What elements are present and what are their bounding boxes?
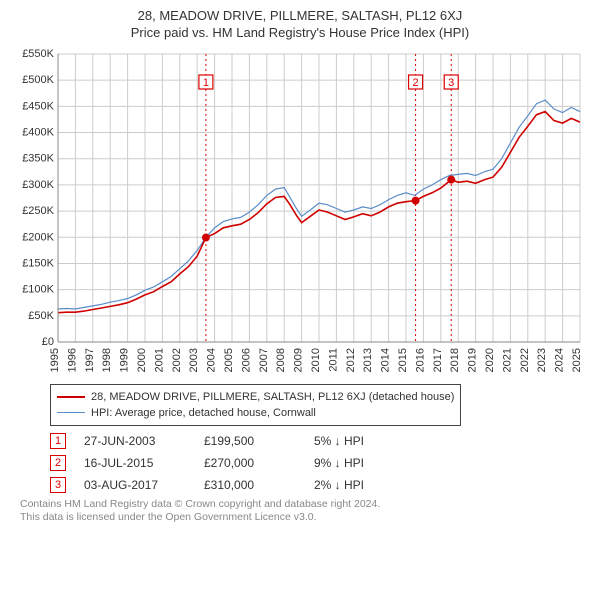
svg-text:2000: 2000 [136, 348, 148, 372]
svg-text:2019: 2019 [467, 348, 479, 372]
svg-text:2008: 2008 [275, 348, 287, 372]
svg-text:2022: 2022 [519, 348, 531, 372]
chart-title: 28, MEADOW DRIVE, PILLMERE, SALTASH, PL1… [10, 8, 590, 25]
transaction-marker: 1 [50, 433, 66, 449]
transactions-table: 1 27-JUN-2003£199,5005% ↓ HPI 2 16-JUL-2015… [50, 430, 590, 496]
legend-label: 28, MEADOW DRIVE, PILLMERE, SALTASH, PL1… [91, 391, 454, 403]
svg-text:£550K: £550K [22, 48, 54, 60]
svg-text:2: 2 [413, 77, 419, 89]
legend-row-hpi: HPI: Average price, detached house, Corn… [57, 405, 454, 421]
svg-text:2017: 2017 [432, 348, 444, 372]
svg-text:1995: 1995 [49, 348, 61, 372]
svg-text:2001: 2001 [153, 348, 165, 372]
svg-text:£150K: £150K [22, 257, 54, 269]
transaction-price: £199,500 [204, 434, 314, 448]
transaction-marker: 2 [50, 455, 66, 471]
legend-swatch [57, 412, 85, 413]
price-chart: £0 £50K £100K £150K £200K £250K £300K £350K £400… [10, 48, 590, 378]
svg-text:2006: 2006 [240, 348, 252, 372]
legend-label: HPI: Average price, detached house, Corn… [91, 407, 316, 419]
svg-text:2016: 2016 [414, 348, 426, 372]
svg-text:£100K: £100K [22, 283, 54, 295]
svg-text:2020: 2020 [484, 348, 496, 372]
footer-attribution: Contains HM Land Registry data © Crown c… [20, 498, 580, 524]
svg-text:2012: 2012 [345, 348, 357, 372]
svg-text:2024: 2024 [554, 348, 566, 372]
footer-line-1: Contains HM Land Registry data © Crown c… [20, 498, 580, 511]
transaction-date: 03-AUG-2017 [84, 478, 204, 492]
transaction-price: £310,000 [204, 478, 314, 492]
svg-text:2025: 2025 [571, 348, 583, 372]
svg-text:2003: 2003 [188, 348, 200, 372]
svg-text:£350K: £350K [22, 153, 54, 165]
svg-text:2010: 2010 [310, 348, 322, 372]
svg-text:2002: 2002 [171, 348, 183, 372]
transaction-diff: 5% ↓ HPI [314, 434, 424, 448]
svg-text:£250K: £250K [22, 205, 54, 217]
svg-text:£500K: £500K [22, 74, 54, 86]
svg-text:2023: 2023 [536, 348, 548, 372]
transaction-row: 3 03-AUG-2017£310,0002% ↓ HPI [50, 474, 590, 496]
transaction-diff: 2% ↓ HPI [314, 478, 424, 492]
footer-line-2: This data is licensed under the Open Gov… [20, 511, 580, 524]
chart-subtitle: Price paid vs. HM Land Registry's House … [10, 25, 590, 42]
svg-text:2009: 2009 [293, 348, 305, 372]
transaction-row: 1 27-JUN-2003£199,5005% ↓ HPI [50, 430, 590, 452]
transaction-diff: 9% ↓ HPI [314, 456, 424, 470]
svg-text:£450K: £450K [22, 100, 54, 112]
svg-text:£0: £0 [42, 336, 54, 348]
svg-text:£300K: £300K [22, 179, 54, 191]
svg-text:2007: 2007 [258, 348, 270, 372]
svg-text:£400K: £400K [22, 126, 54, 138]
svg-text:2004: 2004 [206, 348, 218, 372]
svg-text:2005: 2005 [223, 348, 235, 372]
svg-text:1997: 1997 [84, 348, 96, 372]
svg-text:2014: 2014 [380, 348, 392, 372]
legend: 28, MEADOW DRIVE, PILLMERE, SALTASH, PL1… [50, 384, 461, 426]
svg-text:1996: 1996 [66, 348, 78, 372]
svg-text:3: 3 [448, 77, 454, 89]
svg-text:£50K: £50K [28, 310, 54, 322]
svg-text:2015: 2015 [397, 348, 409, 372]
svg-text:1: 1 [203, 77, 209, 89]
svg-text:2021: 2021 [501, 348, 513, 372]
transaction-marker: 3 [50, 477, 66, 493]
legend-row-property: 28, MEADOW DRIVE, PILLMERE, SALTASH, PL1… [57, 389, 454, 405]
container: 28, MEADOW DRIVE, PILLMERE, SALTASH, PL1… [0, 0, 600, 590]
transaction-date: 27-JUN-2003 [84, 434, 204, 448]
transaction-date: 16-JUL-2015 [84, 456, 204, 470]
transaction-price: £270,000 [204, 456, 314, 470]
svg-text:2013: 2013 [362, 348, 374, 372]
svg-text:1999: 1999 [119, 348, 131, 372]
transaction-row: 2 16-JUL-2015£270,0009% ↓ HPI [50, 452, 590, 474]
svg-text:£200K: £200K [22, 231, 54, 243]
svg-text:2018: 2018 [449, 348, 461, 372]
legend-swatch [57, 396, 85, 398]
svg-text:2011: 2011 [327, 348, 339, 372]
svg-text:1998: 1998 [101, 348, 113, 372]
